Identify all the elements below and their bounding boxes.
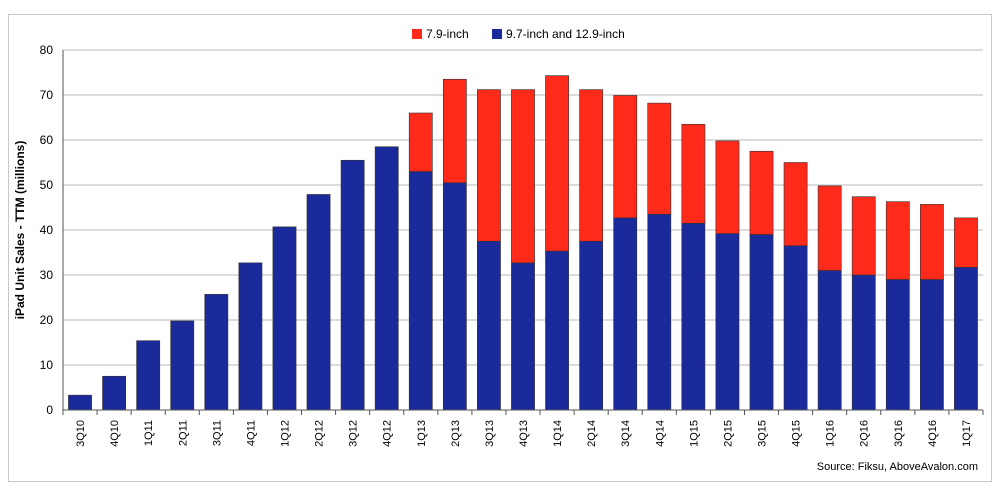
bar-9-7-inch-and-12-9-inch-4q14 (647, 213, 672, 411)
bar-7-9-inch-3q16 (885, 201, 910, 280)
x-tick-label: 3Q12 (348, 420, 360, 447)
source-note: Source: Fiksu, AboveAvalon.com (817, 461, 978, 473)
bar-7-9-inch-2q15 (715, 140, 740, 234)
x-tick-label: 4Q10 (109, 420, 121, 447)
x-tick-label: 1Q17 (961, 420, 973, 447)
x-tick-label: 2Q11 (177, 420, 189, 446)
bar-9-7-inch-and-12-9-inch-2q12 (306, 194, 331, 411)
bars (68, 75, 978, 411)
bar-9-7-inch-and-12-9-inch-2q14 (579, 240, 604, 411)
bar-7-9-inch-1q17 (954, 217, 978, 268)
bar-9-7-inch-and-12-9-inch-3q10 (68, 394, 92, 411)
bar-9-7-inch-and-12-9-inch-2q11 (170, 320, 195, 411)
axes (62, 50, 984, 415)
bar-9-7-inch-and-12-9-inch-1q15 (681, 222, 706, 411)
bar-9-7-inch-and-12-9-inch-4q10 (102, 375, 126, 411)
bar-7-9-inch-3q15 (749, 150, 774, 235)
y-tick-label: 20 (40, 313, 54, 327)
x-tick-label: 4Q14 (654, 420, 666, 447)
bar-7-9-inch-1q13 (408, 112, 433, 172)
bar-7-9-inch-1q16 (817, 185, 842, 271)
x-tick-label: 1Q12 (279, 420, 291, 447)
y-tick-label: 50 (40, 178, 54, 192)
x-tick-label: 4Q12 (382, 420, 394, 447)
x-tick-label: 1Q15 (688, 420, 700, 447)
bar-9-7-inch-and-12-9-inch-1q13 (408, 171, 433, 411)
x-tick-label: 2Q13 (450, 420, 462, 447)
bar-7-9-inch-4q14 (647, 102, 672, 215)
y-tick-label: 10 (40, 358, 54, 372)
x-tick-label: 3Q16 (893, 420, 905, 447)
x-tick-label: 1Q14 (552, 420, 564, 447)
x-tick-label: 2Q12 (314, 420, 326, 447)
x-tick-label: 3Q15 (757, 420, 769, 447)
x-tick-label: 3Q11 (211, 420, 223, 446)
bar-7-9-inch-4q15 (783, 162, 808, 247)
bar-7-9-inch-3q14 (613, 95, 638, 219)
bar-9-7-inch-and-12-9-inch-2q16 (851, 274, 876, 411)
y-tick-label: 40 (40, 223, 54, 237)
chart-frame (8, 14, 992, 482)
bar-9-7-inch-and-12-9-inch-4q13 (511, 262, 535, 411)
x-tick-label: 3Q14 (620, 420, 632, 447)
bar-7-9-inch-1q14 (545, 75, 569, 252)
legend-label-7-9-inch: 7.9-inch (426, 27, 469, 41)
bar-7-9-inch-1q15 (681, 123, 706, 224)
legend: 7.9-inch 9.7-inch and 12.9-inch (412, 27, 625, 41)
x-tick-label: 2Q16 (859, 420, 871, 447)
x-tick-label: 4Q13 (518, 420, 530, 447)
bar-7-9-inch-4q16 (920, 204, 944, 280)
legend-swatch-9-7-and-12-9-inch (492, 29, 502, 39)
bar-9-7-inch-and-12-9-inch-3q15 (749, 234, 774, 411)
bar-7-9-inch-2q16 (851, 196, 876, 276)
bar-7-9-inch-3q13 (477, 89, 501, 242)
y-tick-label: 70 (40, 88, 54, 102)
x-tick-label: 1Q16 (825, 420, 837, 447)
bar-9-7-inch-and-12-9-inch-3q11 (204, 294, 229, 411)
bar-9-7-inch-and-12-9-inch-3q14 (613, 217, 638, 411)
x-tick-label: 4Q15 (791, 420, 803, 447)
bar-7-9-inch-4q13 (511, 89, 535, 264)
bar-9-7-inch-and-12-9-inch-2q15 (715, 233, 740, 411)
bar-9-7-inch-and-12-9-inch-4q12 (374, 146, 399, 411)
bar-9-7-inch-and-12-9-inch-1q12 (272, 226, 297, 411)
bar-9-7-inch-and-12-9-inch-3q13 (477, 240, 501, 411)
x-tick-label: 2Q15 (722, 420, 734, 447)
y-tick-label: 30 (40, 268, 54, 282)
bar-7-9-inch-2q13 (442, 78, 467, 184)
y-tick-label: 60 (40, 133, 54, 147)
x-tick-label: 4Q11 (245, 420, 257, 446)
y-axis-label: iPad Unit Sales - TTM (millions) (13, 141, 27, 320)
bar-9-7-inch-and-12-9-inch-4q11 (238, 262, 263, 411)
bar-9-7-inch-and-12-9-inch-1q11 (136, 340, 161, 411)
y-tick-label: 80 (40, 43, 54, 57)
legend-label-9-7-and-12-9-inch: 9.7-inch and 12.9-inch (506, 27, 625, 41)
legend-swatch-7-9-inch (412, 29, 422, 39)
bar-9-7-inch-and-12-9-inch-1q16 (817, 270, 842, 411)
x-tick-label: 2Q14 (586, 420, 598, 447)
x-tick-labels: 3Q10 4Q10 1Q11 2Q11 3Q11 4Q11 1Q12 2Q12 3Q12 4Q12… (75, 420, 973, 447)
bar-9-7-inch-and-12-9-inch-4q15 (783, 245, 808, 411)
y-tick-label: 0 (46, 403, 53, 417)
bar-9-7-inch-and-12-9-inch-3q12 (340, 159, 365, 411)
bar-9-7-inch-and-12-9-inch-4q16 (920, 279, 944, 411)
y-tick-labels: 0 10 20 30 40 50 60 70 80 (40, 43, 54, 417)
x-tick-label: 1Q13 (416, 420, 428, 447)
bar-9-7-inch-and-12-9-inch-3q16 (885, 279, 910, 411)
bar-7-9-inch-2q14 (579, 89, 604, 242)
bar-9-7-inch-and-12-9-inch-1q17 (954, 267, 978, 411)
x-tick-label: 4Q16 (927, 420, 939, 447)
bar-9-7-inch-and-12-9-inch-2q13 (442, 182, 467, 411)
x-tick-label: 1Q11 (143, 420, 155, 446)
bar-9-7-inch-and-12-9-inch-1q14 (545, 250, 569, 411)
x-tick-label: 3Q10 (75, 420, 87, 447)
x-tick-label: 3Q13 (484, 420, 496, 447)
